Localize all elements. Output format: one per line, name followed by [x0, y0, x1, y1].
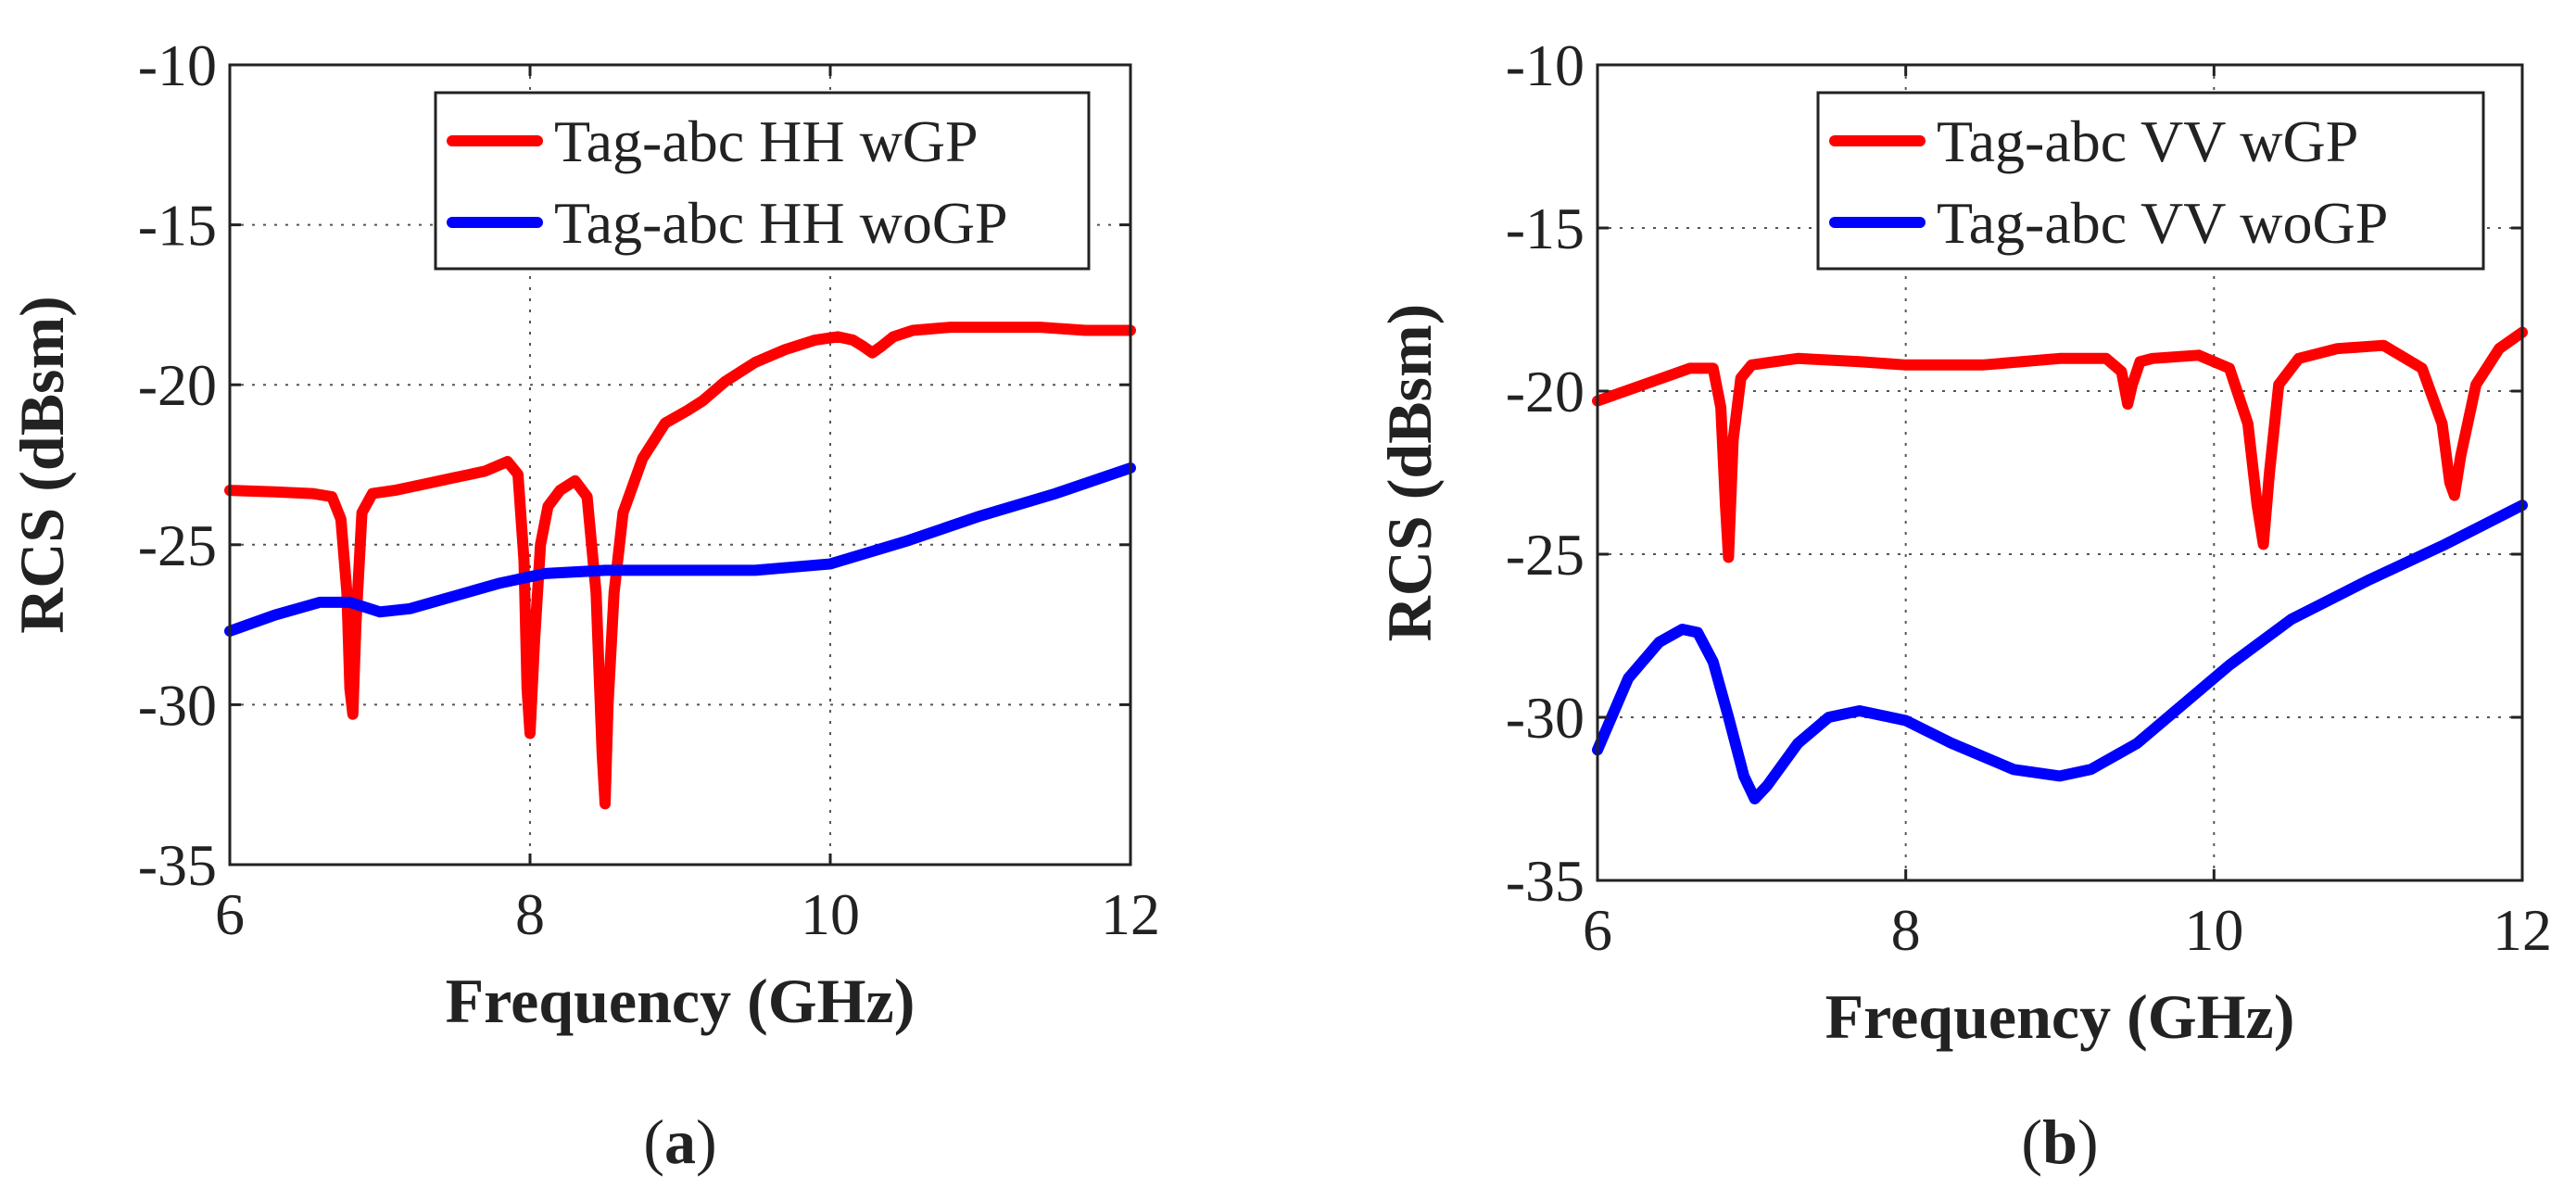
x-tick-label: 6: [215, 881, 245, 947]
series-line-1: [1592, 326, 2528, 563]
y-tick-label: -20: [1506, 359, 1585, 424]
legend: Tag-abc VV wGP Tag-abc VV woGP: [1816, 91, 2485, 271]
y-tick-label: -20: [138, 352, 217, 418]
x-axis-label: Frequency (GHz): [1825, 981, 2295, 1052]
x-tick-label: 10: [801, 881, 860, 947]
x-tick-label: 8: [515, 881, 545, 947]
panel-label-close: ): [2077, 1107, 2099, 1177]
legend-entry-1: Tag-abc VV wGP: [1937, 108, 2358, 174]
legend-entry-2: Tag-abc HH woGP: [554, 190, 1008, 256]
panel-label: (b): [2021, 1107, 2098, 1177]
series-line-1: [224, 322, 1136, 810]
y-axis-label: RCS (dBsm): [1374, 304, 1445, 642]
panel-label-open: (: [2021, 1107, 2042, 1177]
y-tick-label: -15: [138, 193, 217, 259]
series-line-2: [224, 462, 1136, 637]
x-tick-label: 10: [2184, 897, 2243, 963]
y-tick-label: -10: [138, 32, 217, 98]
legend-entry-2: Tag-abc VV woGP: [1937, 190, 2388, 256]
axes-frame: [1596, 63, 2524, 882]
y-tick-label: -35: [138, 832, 217, 898]
panel-label-letter: b: [2042, 1107, 2077, 1177]
y-tick-label: -15: [1506, 196, 1585, 261]
y-tick-label: -30: [1506, 685, 1585, 751]
x-tick-label: 12: [1101, 881, 1160, 947]
y-tick-label: -35: [1506, 848, 1585, 914]
y-axis-label: RCS (dBsm): [6, 296, 77, 634]
panel-a: 6 8 10 12 -10 -15 -20 -25 -30 -35 Frequency (GHz) R…: [6, 32, 1160, 1177]
x-tick-label: 6: [1583, 897, 1612, 963]
panel-label-letter: a: [664, 1107, 696, 1177]
legend: Tag-abc HH wGP Tag-abc HH woGP: [434, 91, 1091, 271]
legend-entry-1: Tag-abc HH wGP: [554, 108, 979, 174]
y-tick-label: -10: [1506, 32, 1585, 98]
x-axis-label: Frequency (GHz): [446, 966, 915, 1036]
panel-b: 6 8 10 12 -10 -15 -20 -25 -30 -35 Frequency (GHz) R…: [1374, 32, 2552, 1177]
legend-box: [1816, 91, 2485, 271]
y-tick-label: -30: [138, 672, 217, 738]
x-tick-label: 8: [1891, 897, 1921, 963]
x-tick-label: 12: [2493, 897, 2552, 963]
y-tick-label: -25: [1506, 522, 1585, 588]
legend-box: [434, 91, 1091, 271]
axes-frame: [228, 63, 1132, 866]
y-tick-label: -25: [138, 512, 217, 578]
panel-label: (a): [643, 1107, 716, 1177]
series-line-2: [1592, 500, 2528, 804]
panel-label-close: ): [696, 1107, 717, 1177]
panel-label-open: (: [643, 1107, 664, 1177]
